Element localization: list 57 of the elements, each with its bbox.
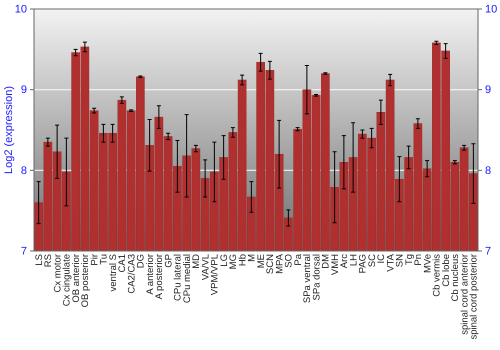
x-tick-label: LS [34,254,45,266]
x-tick-label: MD [191,254,202,269]
x-tick-label: CPu lateral [172,254,184,301]
x-tick-label: Cx motor [52,254,64,293]
x-tick-label: OB posterior [80,254,92,308]
x-tick-label: Pa [292,253,304,266]
y2-tick-label: 8 [485,164,492,177]
x-tick-label: Tg [404,254,415,266]
x-tick-label: Cb vermis [432,254,443,297]
y-tick-label: 7 [20,246,27,258]
x-tick-label: VMH [330,254,341,276]
x-tick-label: SO [284,254,295,268]
x-tick-label: VTA [385,253,396,272]
x-tick-label: CPu medial [182,254,193,304]
x-tick-label: spinal cord posterior [468,254,480,340]
x-tick-label: MVe [422,254,434,274]
x-tick-label: Cb nucleus [450,254,462,302]
x-tick-label: SC [366,254,378,268]
x-tick-label: OB anterior [70,254,82,303]
x-tick-label: SPa ventral [302,254,314,304]
x-tick-label: Cb lobe [440,254,452,287]
x-tick-label: MPA [274,253,286,274]
x-tick-label: DG [136,254,147,268]
x-tick-label: Cx cingulate [62,254,73,306]
x-tick-label: Arc [339,254,350,268]
x-tick-label: DM [320,254,332,269]
x-tick-label: LH [348,254,360,266]
x-tick-label: Pir [89,254,100,266]
y2-tick-label: 10 [485,4,498,16]
x-tick-label: ventral S [108,254,119,292]
x-tick-label: VA/VL [200,254,212,280]
x-tick-label: GP [163,254,174,268]
x-tick-label: Tu [98,254,110,265]
x-tick-label: Pn [413,254,424,266]
x-tick-label: spinal cord anterior [459,254,470,335]
x-tick-label: VPM/VPL [210,254,221,296]
y-tick-label: 8 [20,164,27,177]
x-tick-label: ME [256,254,267,268]
x-tick-label: PAG [358,254,369,274]
x-tick-label: RS [43,254,54,268]
x-tick-label: CA1 [117,254,128,272]
y2-tick-label: 9 [485,84,492,96]
y-tick-label: 9 [20,84,27,96]
x-tick-label: Hb [237,254,248,266]
y-tick-label: 10 [14,4,27,16]
x-tick-label: A posterior [154,254,166,300]
x-tick-label: CA2/CA3 [126,254,138,294]
x-tick-label: LG [218,254,230,267]
y-axis-title: Log2 (expression) [3,86,15,174]
x-tick-label: IC [376,254,388,264]
x-tick-label: SN [394,254,406,268]
x-tick-label: MG [228,254,240,270]
y2-tick-label: 7 [485,246,492,258]
x-tick-label: M [246,254,258,262]
x-tick-label: SPa dorsal [311,254,322,300]
x-tick-label: SCN [265,254,276,274]
x-tick-label: A anterior [144,254,156,295]
